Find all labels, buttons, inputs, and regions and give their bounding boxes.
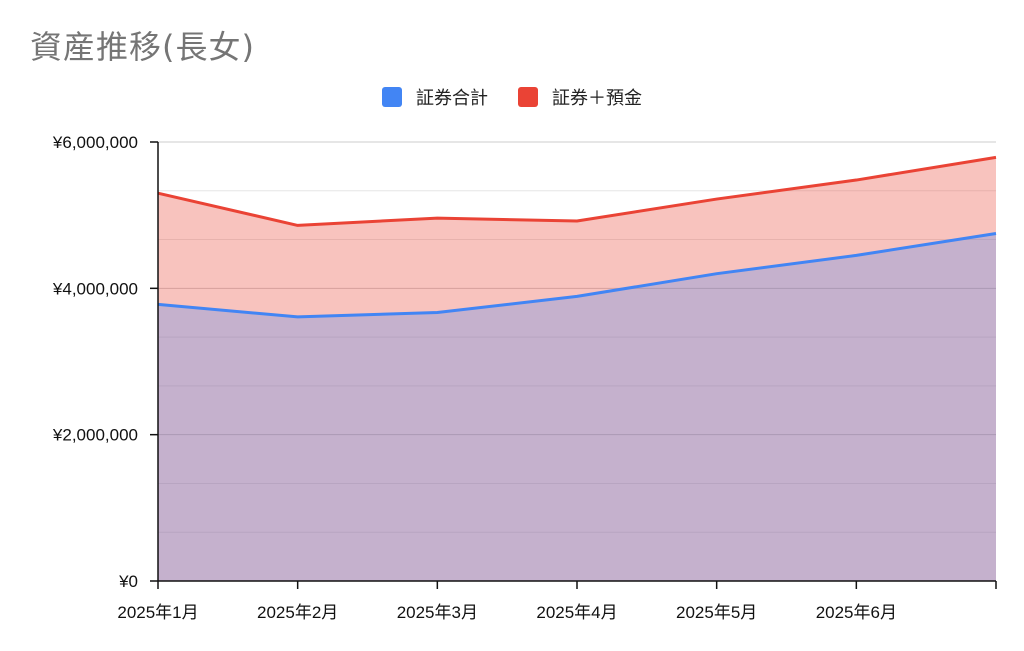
x-tick-label: 2025年5月 — [676, 603, 757, 622]
area-series-1 — [158, 233, 996, 582]
line-series-1 — [157, 231, 997, 319]
series-lines — [157, 155, 997, 319]
legend-label-series1: 証券合計 — [416, 88, 488, 109]
x-tick-label: 2025年4月 — [536, 603, 617, 622]
y-tick-label: ¥6,000,000 — [52, 133, 138, 152]
y-tick-labels: ¥0 ¥2,000,000 ¥4,000,000 ¥6,000,000 — [52, 133, 138, 591]
legend-swatch-series2 — [518, 87, 538, 107]
legend-item-series2[interactable]: 証券＋預金 — [518, 84, 642, 110]
y-tick-label: ¥0 — [118, 572, 138, 591]
legend-swatch-series1 — [382, 87, 402, 107]
x-tick-label: 2025年3月 — [397, 603, 478, 622]
grid-lines — [158, 141, 996, 533]
y-tick-label: ¥2,000,000 — [52, 426, 138, 445]
legend-label-series2: 証券＋預金 — [552, 88, 642, 109]
x-tick-labels: 2025年1月 2025年2月 2025年3月 2025年4月 2025年5月 2025年… — [117, 603, 897, 622]
line-series-2 — [157, 155, 997, 227]
legend-item-series1[interactable]: 証券合計 — [382, 84, 488, 110]
x-tick-label: 2025年6月 — [816, 603, 897, 622]
axes — [150, 141, 997, 589]
chart-title: 資産推移(長女) — [30, 28, 255, 66]
chart-legend: 証券合計 証券＋預金 — [0, 84, 1024, 110]
x-tick-label: 2025年1月 — [117, 603, 198, 622]
x-tick-label: 2025年2月 — [257, 603, 338, 622]
y-tick-label: ¥4,000,000 — [52, 279, 138, 298]
